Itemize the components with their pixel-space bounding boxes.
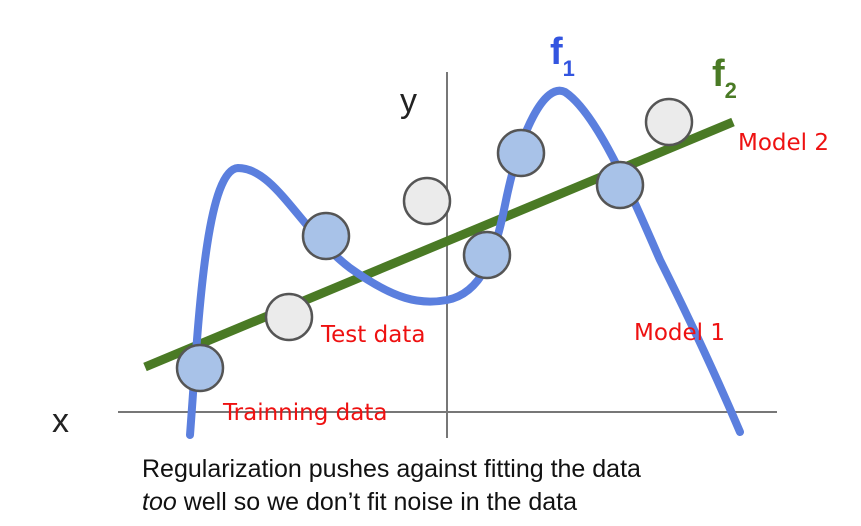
f2-label: f2: [712, 53, 737, 103]
test-point: [644, 97, 694, 147]
y-axis-label: y: [400, 82, 417, 120]
test-point: [264, 292, 314, 342]
test-point: [402, 176, 452, 226]
training-point: [301, 211, 351, 261]
caption-emphasis: too: [142, 488, 177, 516]
caption-line-2: too well so we don’t fit noise in the da…: [142, 486, 641, 519]
f1-label: f1: [550, 31, 575, 81]
caption-line-1: Regularization pushes against fitting th…: [142, 455, 641, 483]
model1-label: Model 1: [634, 320, 725, 346]
test-data-label: Test data: [320, 322, 425, 348]
training-point: [496, 128, 546, 178]
caption: Regularization pushes against fitting th…: [142, 453, 641, 519]
training-point: [595, 160, 645, 210]
f2-line: [143, 117, 735, 372]
model2-label: Model 2: [738, 130, 829, 156]
training-data-label: Trainning data: [222, 400, 387, 426]
caption-line-2-rest: well so we don’t fit noise in the data: [176, 488, 577, 516]
x-axis-label: x: [52, 402, 69, 440]
training-point: [175, 343, 225, 393]
training-point: [462, 230, 512, 280]
